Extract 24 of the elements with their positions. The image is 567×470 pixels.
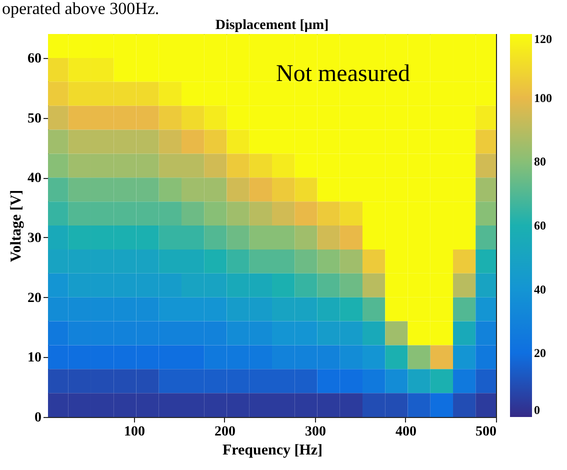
annotation: Not measured [276,61,410,87]
color-bar-label: 20 [534,346,546,360]
text: operated above 300Hz. [1,0,160,18]
y-tick-label: 60 [28,51,42,66]
color-bar-label: 0 [534,403,540,417]
y-tick-label: 50 [28,111,42,126]
color-bar-label: 120 [534,32,552,46]
y-tick-label: 20 [28,290,42,306]
x-tick-label: 200 [214,424,236,440]
y-tick-label: 0 [34,410,42,426]
x-axis-title: Frequency [Hz] [222,442,323,458]
y-tick-label: 40 [28,171,42,186]
chart-title: Displacement [μm] [215,18,329,33]
color-bar-label: 60 [534,218,546,232]
x-tick-label: 500 [476,424,496,440]
y-tick-label: 30 [28,230,42,246]
x-tick-label: 100 [124,424,145,440]
x-tick-label: 400 [395,424,416,440]
y-tick-label: 10 [28,350,42,366]
color-bar-label: 40 [534,282,546,296]
color-bar-label: 100 [534,90,552,105]
x-tick-label: 300 [304,424,326,440]
color-bar-label: 80 [534,154,546,169]
y-axis-title: Voltage [V] [8,190,24,262]
